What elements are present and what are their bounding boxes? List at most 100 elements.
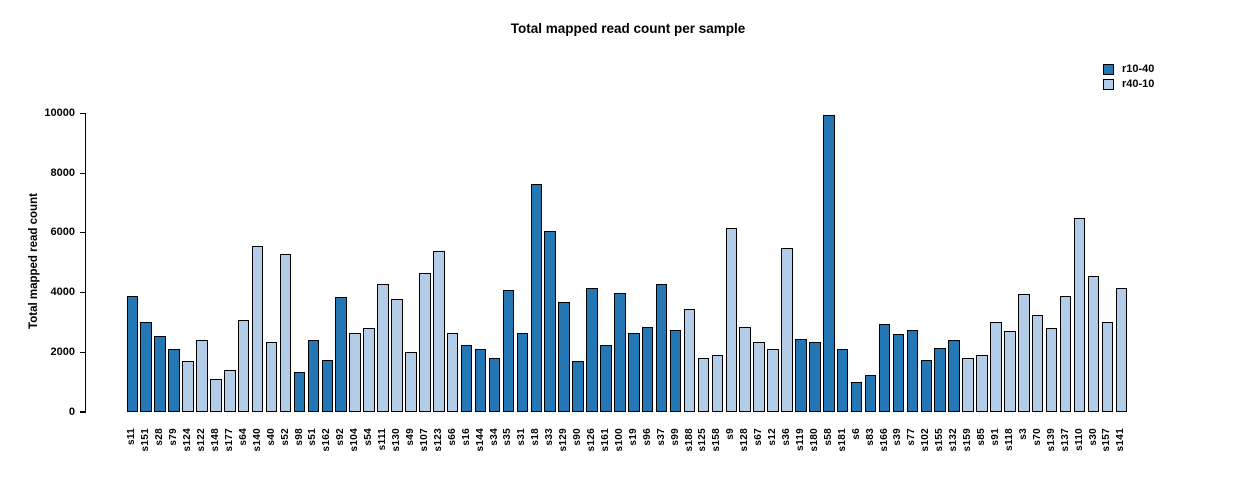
- bar-s28: [154, 335, 166, 412]
- y-tick-mark-10000: [79, 112, 85, 115]
- x-tick-label-s159: s159: [962, 428, 974, 452]
- x-tick-label-s70: s70: [1031, 428, 1043, 446]
- legend-swatch-r10-40: [1103, 64, 1114, 75]
- legend-item-r40-10: r40-10: [1103, 77, 1154, 92]
- x-tick-label-s118: s118: [1003, 428, 1015, 451]
- x-tick-label-s52: s52: [279, 428, 291, 446]
- x-tick-label-s130: s130: [391, 428, 402, 452]
- bar-s37: [655, 283, 668, 412]
- bar-s90: [572, 361, 584, 412]
- x-tick-label-s144: s144: [474, 428, 486, 452]
- legend-swatch-r40-10: [1103, 79, 1114, 90]
- x-tick-label-s6: s6: [850, 428, 862, 440]
- x-tick-label-s148: s148: [209, 428, 221, 452]
- x-tick-label-s3: s3: [1017, 428, 1029, 440]
- x-tick-label-s64: s64: [237, 428, 249, 446]
- x-tick-label-s30: s30: [1087, 428, 1099, 446]
- x-tick-label-s162: s162: [321, 428, 333, 452]
- x-tick-label-s161: s161: [599, 428, 611, 452]
- bar-s11: [126, 295, 139, 412]
- x-tick-label-s92: s92: [335, 428, 347, 446]
- x-tick-label-s100: s100: [613, 428, 625, 452]
- legend: r10-40 r40-10: [1103, 62, 1154, 92]
- bar-s3: [1018, 294, 1030, 412]
- bar-s126: [586, 288, 598, 412]
- bar-s157: [1101, 322, 1114, 412]
- bar-s58: [823, 115, 835, 412]
- x-tick-label-s36: s36: [781, 428, 792, 446]
- bar-s119: [795, 338, 807, 412]
- bar-s177: [224, 370, 236, 412]
- bar-s92: [335, 297, 347, 412]
- bar-s83: [864, 374, 877, 412]
- x-tick-label-s180: s180: [808, 428, 820, 452]
- bar-s128: [739, 326, 751, 412]
- y-axis-line: [85, 113, 87, 413]
- x-tick-label-s99: s99: [669, 428, 681, 446]
- y-tick-label-10000: 10000: [44, 107, 75, 119]
- bar-s125: [697, 358, 710, 412]
- bar-s30: [1087, 276, 1100, 412]
- x-tick-label-s140: s140: [251, 428, 263, 452]
- x-tick-label-s123: s123: [432, 428, 444, 452]
- x-tick-label-s141: s141: [1115, 428, 1127, 452]
- y-tick-mark-4000: [79, 292, 85, 294]
- x-tick-label-s124: s124: [182, 428, 193, 452]
- bar-s67: [753, 341, 765, 412]
- bar-s66: [446, 332, 459, 412]
- x-tick-label-s129: s129: [558, 428, 570, 452]
- x-tick-label-s132: s132: [948, 428, 960, 452]
- legend-item-r10-40: r10-40: [1103, 62, 1154, 77]
- legend-label-r40-10: r40-10: [1122, 78, 1155, 90]
- x-tick-label-s166: s166: [878, 428, 890, 452]
- bar-s54: [363, 328, 375, 412]
- bar-s31: [516, 332, 529, 412]
- legend-label-r10-40: r10-40: [1122, 63, 1155, 75]
- bar-s52: [279, 253, 292, 412]
- bar-s118: [1004, 331, 1016, 412]
- bar-s77: [906, 329, 919, 412]
- bar-s148: [210, 379, 222, 412]
- bar-s99: [669, 329, 682, 412]
- bar-s111: [377, 283, 389, 412]
- x-tick-label-s111: s111: [377, 428, 388, 451]
- bar-s166: [878, 323, 891, 412]
- bar-s64: [237, 319, 250, 412]
- x-tick-label-s31: s31: [516, 428, 528, 446]
- bar-s40: [265, 341, 278, 412]
- x-tick-label-s181: s181: [836, 428, 848, 452]
- x-tick-label-s125: s125: [697, 428, 709, 452]
- bar-s6: [850, 382, 863, 412]
- bar-s16: [460, 344, 473, 412]
- bar-s123: [433, 250, 445, 412]
- x-tick-label-s96: s96: [641, 428, 653, 446]
- bar-s161: [600, 344, 612, 412]
- bar-s124: [182, 361, 194, 412]
- y-tick-label-6000: 6000: [50, 226, 75, 239]
- bar-s91: [990, 322, 1002, 412]
- x-tick-label-s90: s90: [572, 428, 584, 446]
- x-tick-label-s126: s126: [586, 428, 597, 452]
- bar-s129: [558, 301, 570, 412]
- x-tick-label-s54: s54: [363, 428, 375, 446]
- bar-s96: [641, 326, 654, 412]
- x-tick-label-s28: s28: [154, 428, 166, 446]
- bar-s34: [488, 358, 501, 412]
- x-tick-label-s83: s83: [864, 428, 876, 446]
- x-tick-label-s137: s137: [1059, 428, 1071, 452]
- x-tick-label-s91: s91: [990, 428, 1001, 446]
- x-tick-label-s33: s33: [544, 428, 556, 446]
- bar-s188: [683, 309, 696, 412]
- chart-title: Total mapped read count per sample: [510, 21, 746, 36]
- x-tick-label-s16: s16: [460, 428, 472, 446]
- x-tick-label-s40: s40: [265, 428, 277, 446]
- x-tick-label-s9: s9: [725, 428, 737, 440]
- bar-s155: [934, 347, 946, 412]
- x-tick-label-s58: s58: [822, 428, 834, 446]
- bar-s79: [168, 349, 180, 412]
- bar-s49: [405, 352, 417, 412]
- bar-s139: [1045, 328, 1058, 412]
- x-tick-label-s39: s39: [892, 428, 904, 446]
- x-tick-label-s51: s51: [307, 428, 319, 446]
